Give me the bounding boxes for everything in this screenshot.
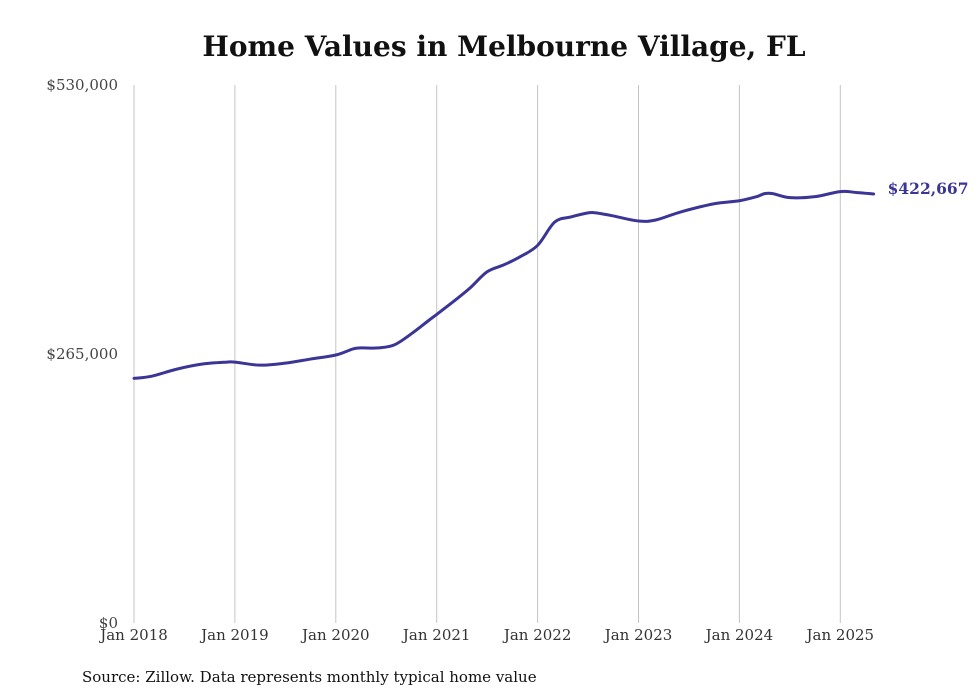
x-tick-label: Jan 2020 (300, 626, 370, 644)
x-tick-label: Jan 2018 (98, 626, 168, 644)
series-line (132, 189, 876, 380)
x-tick-label: Jan 2025 (805, 626, 875, 644)
x-tick-label: Jan 2024 (704, 626, 774, 644)
source-note: Source: Zillow. Data represents monthly … (82, 668, 537, 686)
x-axis-ticks: Jan 2018 Jan 2019 Jan 2020 Jan 2021 Jan 2022… (98, 626, 874, 644)
y-tick-label: $0 (99, 614, 118, 632)
y-tick-label: $530,000 (46, 76, 118, 94)
y-axis-ticks: $0 $265,000 $530,000 (46, 76, 118, 632)
last-value-label: $422,667 (888, 179, 969, 198)
x-tick-label: Jan 2021 (401, 626, 471, 644)
x-tick-label: Jan 2022 (502, 626, 572, 644)
y-tick-label: $265,000 (46, 345, 118, 363)
x-tick-label: Jan 2019 (199, 626, 269, 644)
chart-title: Home Values in Melbourne Village, FL (202, 30, 806, 63)
vertical-gridlines (133, 85, 841, 623)
x-tick-label: Jan 2023 (603, 626, 673, 644)
